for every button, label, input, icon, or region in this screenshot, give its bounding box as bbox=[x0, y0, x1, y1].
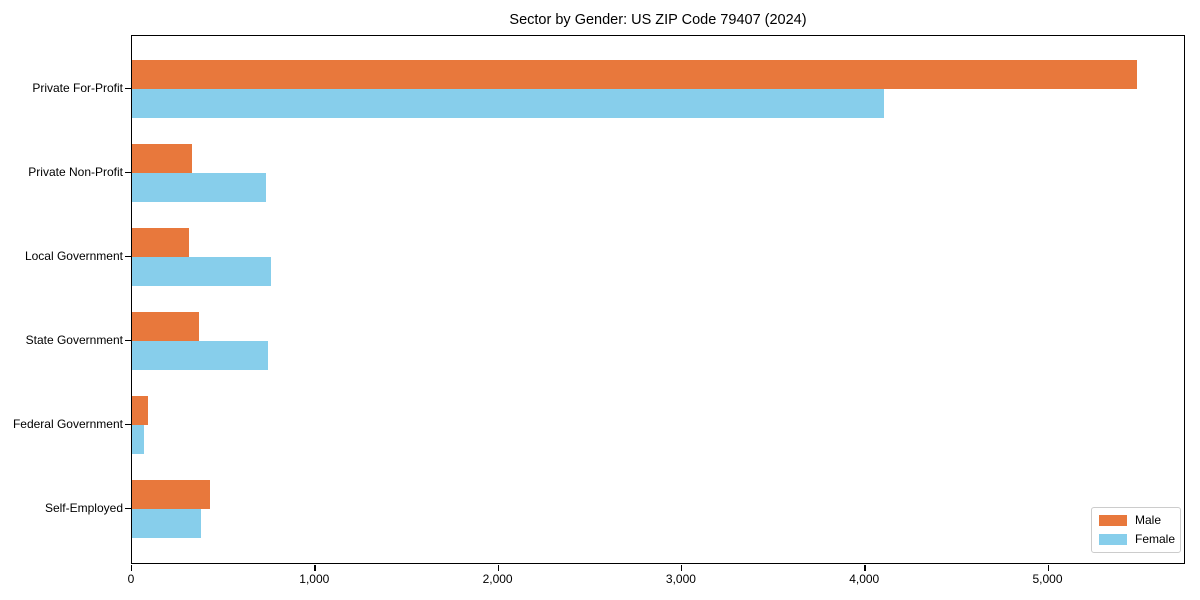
bar-female-3 bbox=[132, 257, 272, 286]
x-tick-mark bbox=[864, 564, 866, 571]
bar-male-3 bbox=[132, 228, 189, 257]
y-tick-label: Private Non-Profit bbox=[28, 165, 123, 179]
y-tick-mark bbox=[125, 256, 131, 258]
x-tick-mark bbox=[680, 564, 683, 571]
legend-label-male: Male bbox=[1135, 513, 1162, 527]
bar-female-6 bbox=[132, 509, 201, 538]
x-tick-label: 0 bbox=[127, 572, 135, 586]
y-tick-mark bbox=[125, 508, 131, 510]
x-tick-mark bbox=[497, 564, 499, 571]
bar-male-5 bbox=[132, 396, 149, 425]
y-tick-label: State Government bbox=[25, 333, 123, 347]
legend-label-female: Female bbox=[1135, 532, 1176, 546]
bar-male-2 bbox=[132, 144, 193, 173]
x-tick-mark bbox=[1047, 564, 1049, 571]
x-tick-mark bbox=[314, 564, 316, 571]
y-tick-label: Private For-Profit bbox=[32, 81, 123, 95]
y-tick-mark bbox=[125, 424, 131, 426]
y-tick-mark bbox=[125, 88, 131, 90]
chart-title: Sector by Gender: US ZIP Code 79407 (202… bbox=[509, 12, 807, 28]
female-swatch bbox=[1099, 534, 1127, 545]
bar-female-1 bbox=[132, 89, 884, 118]
x-tick-mark bbox=[131, 564, 133, 571]
legend-item-male: Male bbox=[1099, 514, 1172, 527]
y-tick-label: Self-Employed bbox=[44, 501, 123, 515]
y-tick-mark bbox=[125, 172, 131, 174]
bar-female-2 bbox=[132, 173, 266, 202]
bar-male-6 bbox=[132, 480, 210, 509]
x-tick-label: 5,000 bbox=[1032, 572, 1063, 586]
x-tick-label: 2,000 bbox=[482, 572, 513, 586]
bar-female-5 bbox=[132, 425, 144, 454]
legend: Male Female bbox=[1091, 507, 1181, 553]
y-tick-label: Local Government bbox=[24, 249, 123, 263]
bar-female-4 bbox=[132, 341, 268, 370]
y-tick-label: Federal Government bbox=[12, 417, 123, 431]
x-tick-label: 3,000 bbox=[665, 572, 696, 586]
x-tick-label: 1,000 bbox=[299, 572, 330, 586]
plot-area bbox=[131, 35, 1185, 564]
bar-male-4 bbox=[132, 312, 199, 341]
x-tick-label: 4,000 bbox=[849, 572, 880, 586]
bar-male-1 bbox=[132, 60, 1137, 89]
y-tick-mark bbox=[125, 340, 131, 342]
male-swatch bbox=[1099, 515, 1127, 526]
legend-item-female: Female bbox=[1099, 532, 1176, 546]
